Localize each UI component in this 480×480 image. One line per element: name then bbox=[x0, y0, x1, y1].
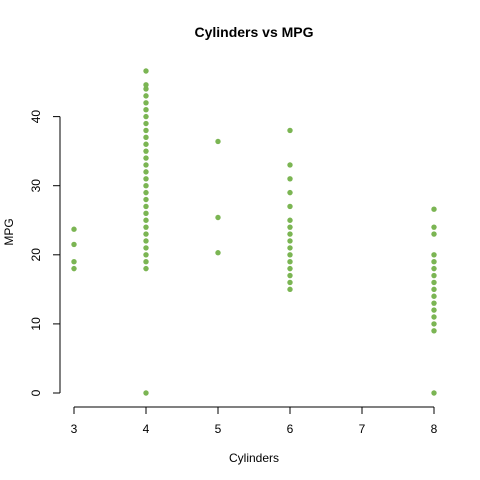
data-point bbox=[431, 279, 437, 286]
data-point bbox=[431, 321, 437, 327]
x-tick-label: 4 bbox=[143, 422, 150, 436]
data-point bbox=[143, 390, 149, 396]
data-point bbox=[287, 245, 293, 251]
data-point bbox=[143, 113, 149, 120]
data-point bbox=[143, 68, 149, 74]
data-point bbox=[143, 196, 149, 203]
data-point bbox=[287, 279, 293, 286]
data-point bbox=[143, 120, 149, 127]
data-point bbox=[431, 272, 437, 279]
x-tick-label: 5 bbox=[215, 422, 222, 436]
data-point bbox=[287, 189, 293, 196]
data-point bbox=[431, 231, 437, 237]
data-point bbox=[71, 265, 77, 272]
y-tick-label: 30 bbox=[29, 179, 43, 193]
data-point bbox=[287, 127, 293, 134]
y-tick-label: 20 bbox=[29, 248, 43, 262]
data-point bbox=[143, 100, 149, 106]
data-point bbox=[287, 176, 293, 182]
y-tick-label: 10 bbox=[29, 317, 43, 331]
data-point bbox=[287, 203, 293, 210]
data-point bbox=[143, 238, 149, 244]
data-point bbox=[143, 169, 149, 175]
data-point bbox=[287, 238, 293, 244]
data-point bbox=[143, 93, 149, 99]
data-point bbox=[431, 259, 437, 265]
data-point bbox=[287, 217, 293, 223]
data-point bbox=[143, 86, 149, 92]
data-point bbox=[431, 265, 437, 272]
y-tick-label: 0 bbox=[29, 389, 43, 396]
data-point bbox=[71, 241, 77, 248]
y-axis-label: MPG bbox=[2, 218, 16, 245]
data-point bbox=[143, 127, 149, 134]
data-point bbox=[143, 203, 149, 210]
data-point bbox=[431, 307, 437, 313]
data-point bbox=[143, 231, 149, 237]
data-point bbox=[431, 252, 437, 258]
data-point bbox=[287, 252, 293, 258]
x-axis-label: Cylinders bbox=[229, 451, 279, 465]
data-point bbox=[143, 189, 149, 196]
data-point bbox=[143, 134, 149, 141]
data-point bbox=[431, 206, 437, 212]
data-point bbox=[143, 210, 149, 217]
data-point bbox=[143, 224, 149, 230]
data-point bbox=[287, 265, 293, 272]
data-point bbox=[431, 293, 437, 299]
data-point bbox=[143, 252, 149, 258]
y-axis: 0 10 20 30 40 bbox=[29, 110, 61, 396]
data-point bbox=[287, 272, 293, 279]
x-tick-label: 3 bbox=[71, 422, 78, 436]
data-point bbox=[143, 148, 149, 154]
data-point bbox=[143, 265, 149, 272]
data-point bbox=[143, 217, 149, 223]
data-point bbox=[431, 390, 437, 396]
data-point bbox=[143, 82, 149, 88]
data-point bbox=[143, 259, 149, 265]
data-point bbox=[143, 106, 149, 113]
data-point bbox=[143, 245, 149, 251]
x-axis: 3 4 5 6 7 8 bbox=[71, 406, 438, 436]
data-point bbox=[431, 314, 437, 320]
data-point bbox=[287, 224, 293, 230]
data-point bbox=[215, 214, 221, 221]
data-points bbox=[71, 68, 437, 396]
chart-title: Cylinders vs MPG bbox=[194, 24, 313, 40]
data-point bbox=[431, 328, 437, 334]
data-point bbox=[287, 162, 293, 168]
y-tick-label: 40 bbox=[29, 110, 43, 124]
data-point bbox=[71, 259, 77, 265]
x-tick-label: 7 bbox=[359, 422, 366, 436]
data-point bbox=[287, 259, 293, 265]
data-point bbox=[143, 162, 149, 168]
data-point bbox=[71, 226, 77, 232]
x-tick-label: 6 bbox=[287, 422, 294, 436]
data-point bbox=[431, 286, 437, 293]
data-point bbox=[143, 183, 149, 189]
data-point bbox=[143, 176, 149, 182]
data-point bbox=[215, 138, 221, 145]
data-point bbox=[143, 155, 149, 161]
data-point bbox=[143, 141, 149, 147]
data-point bbox=[287, 231, 293, 237]
data-point bbox=[431, 300, 437, 306]
data-point bbox=[431, 224, 437, 230]
data-point bbox=[287, 286, 293, 293]
data-point bbox=[215, 250, 221, 256]
x-tick-label: 8 bbox=[431, 422, 438, 436]
